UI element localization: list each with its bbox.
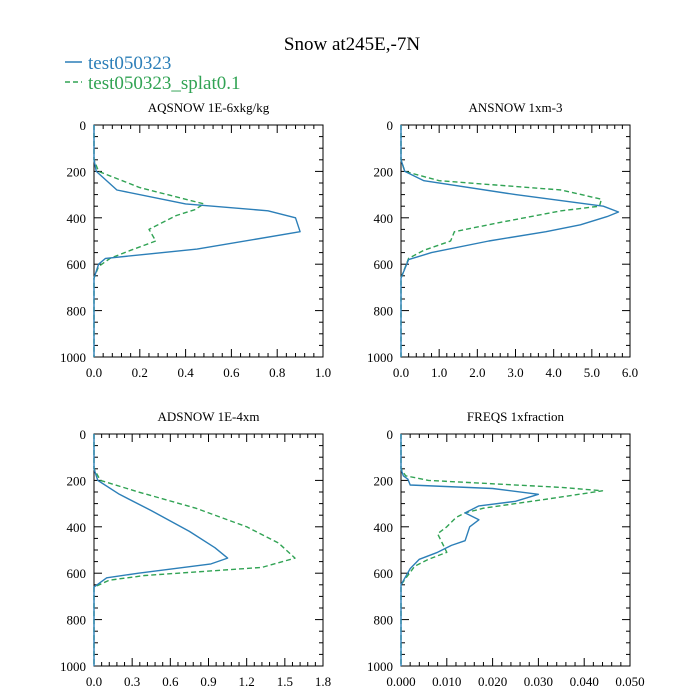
y-tick-label: 600 [374, 257, 394, 272]
y-tick-label: 0 [387, 118, 394, 133]
x-tick-label: 1.8 [315, 674, 331, 689]
y-tick-label: 0 [80, 427, 87, 442]
x-tick-label: 0.2 [132, 365, 148, 380]
x-tick-label: 0.040 [570, 674, 599, 689]
panel-adsnow: ADSNOW 1E-4xm 0.0 0.3 0.6 0.9 1.2 1.5 1.8 0 200 40… [60, 409, 331, 689]
x-tick-label: 1.0 [431, 365, 447, 380]
x-tick-label: 0.010 [432, 674, 461, 689]
x-tick-label: 0.8 [269, 365, 285, 380]
x-tick-label: 0.0 [86, 365, 102, 380]
plot-frame [400, 124, 631, 358]
x-tick-label: 0.0 [86, 674, 102, 689]
panel-freqs: FREQS 1xfraction 0.000 0.010 0.020 0.030 0.04… [367, 409, 645, 689]
y-tick-label: 0 [80, 118, 87, 133]
x-tick-label: 6.0 [622, 365, 638, 380]
panel-title-freqs: FREQS 1xfraction [467, 409, 565, 424]
x-tick-label: 1.5 [277, 674, 293, 689]
panel-ansnow: ANSNOW 1xm-3 0.0 1.0 2.0 3.0 4.0 5.0 6.0 0 200 400… [367, 100, 638, 380]
x-tick-label: 2.0 [469, 365, 485, 380]
x-tick-label: 0.030 [524, 674, 553, 689]
y-tick-label: 800 [374, 304, 394, 319]
x-tick-label: 1.0 [315, 365, 331, 380]
x-tick-label: 0.050 [615, 674, 644, 689]
y-tick-label: 800 [67, 613, 87, 628]
x-tick-label: 1.2 [239, 674, 255, 689]
panel-title-aqsnow: AQSNOW 1E-6xkg/kg [148, 100, 270, 115]
series-line-test050323-splat0.1 [93, 125, 205, 357]
x-tick-label: 0.9 [200, 674, 216, 689]
y-tick-label: 400 [67, 520, 87, 535]
y-tick-label: 400 [374, 520, 394, 535]
x-tick-label: 0.6 [223, 365, 240, 380]
plot-frame [400, 433, 631, 667]
figure-title: Snow at245E,-7N [284, 34, 420, 55]
plot-frame [93, 433, 324, 667]
y-tick-label: 600 [67, 257, 87, 272]
series-line-test050323 [400, 434, 540, 666]
panel-title-adsnow: ADSNOW 1E-4xm [158, 409, 260, 424]
y-tick-label: 200 [67, 164, 87, 179]
legend: test050323 test050323_splat0.1 [65, 53, 241, 94]
y-tick-label: 0 [387, 427, 394, 442]
x-tick-label: 0.4 [177, 365, 194, 380]
legend-label-test050323-splat0.1: test050323_splat0.1 [88, 73, 241, 94]
y-tick-label: 600 [374, 566, 394, 581]
plot-frame [93, 124, 324, 358]
y-tick-label: 600 [67, 566, 87, 581]
x-tick-label: 4.0 [546, 365, 562, 380]
x-tick-label: 0.3 [124, 674, 140, 689]
y-tick-label: 400 [374, 211, 394, 226]
y-tick-label: 200 [374, 164, 394, 179]
y-tick-label: 800 [374, 613, 394, 628]
series-line-test050323 [93, 125, 301, 357]
x-tick-label: 5.0 [584, 365, 600, 380]
x-tick-label: 3.0 [507, 365, 523, 380]
y-tick-label: 1000 [60, 659, 86, 674]
y-tick-label: 1000 [367, 350, 393, 365]
y-tick-label: 1000 [367, 659, 393, 674]
y-tick-label: 400 [67, 211, 87, 226]
series-line-test050323-splat0.1 [400, 125, 603, 357]
x-tick-label: 0.000 [386, 674, 415, 689]
panel-title-ansnow: ANSNOW 1xm-3 [468, 100, 562, 115]
series-line-test050323-splat0.1 [93, 434, 296, 666]
legend-label-test050323: test050323 [88, 53, 171, 74]
y-tick-label: 800 [67, 304, 87, 319]
x-tick-label: 0.6 [162, 674, 179, 689]
series-line-test050323 [93, 434, 229, 666]
y-tick-label: 200 [374, 473, 394, 488]
x-tick-label: 0.0 [393, 365, 409, 380]
panel-aqsnow: AQSNOW 1E-6xkg/kg 0.0 0.2 0.4 0.6 0.8 1.0 0 200 4… [60, 100, 331, 380]
y-tick-label: 200 [67, 473, 87, 488]
y-tick-label: 1000 [60, 350, 86, 365]
x-tick-label: 0.020 [478, 674, 507, 689]
series-line-test050323-splat0.1 [400, 434, 604, 666]
series-line-test050323 [400, 125, 620, 357]
